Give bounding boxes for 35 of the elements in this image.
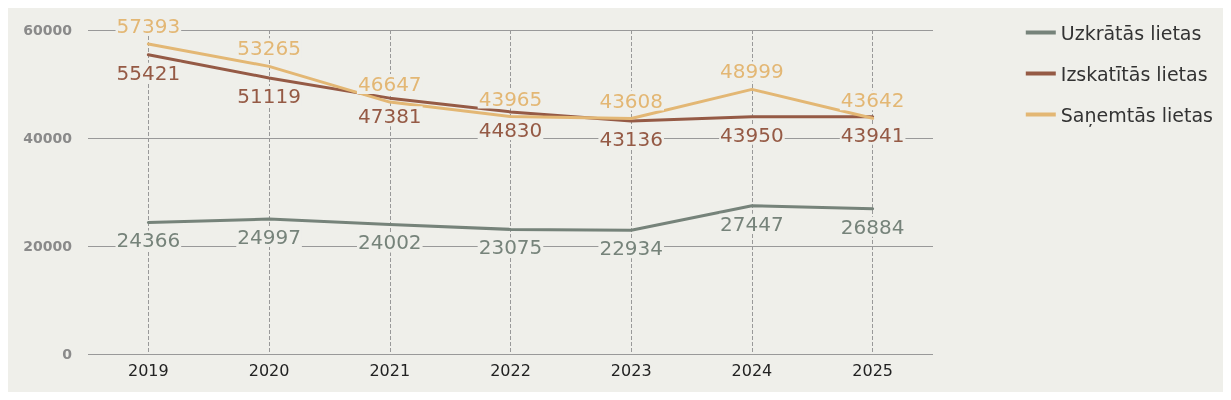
data-label: 23075 [478, 235, 543, 260]
legend-label: Izskatītās lietas [1060, 62, 1208, 85]
data-label: 43642 [840, 88, 905, 113]
data-label: 46647 [357, 72, 422, 97]
data-label: 24002 [357, 230, 422, 255]
y-tick-label: 40000 [23, 130, 73, 146]
data-label: 47381 [357, 104, 422, 129]
x-tick-label: 2023 [610, 360, 652, 380]
data-label: 43941 [840, 122, 905, 147]
legend-label: Saņemtās lietas [1060, 103, 1214, 127]
data-label: 43950 [720, 122, 784, 147]
x-tick-label: 2019 [128, 360, 169, 380]
data-label: 27447 [720, 211, 784, 236]
data-label: 48999 [720, 59, 784, 84]
data-label: 57393 [116, 14, 181, 39]
data-label: 22934 [599, 236, 664, 261]
y-tick-label: 20000 [23, 238, 73, 254]
y-tick-label: 60000 [23, 22, 73, 38]
legend-label: Uzkrātās lietas [1060, 21, 1202, 44]
data-label: 51119 [237, 83, 301, 108]
x-tick-label: 2022 [490, 360, 531, 380]
x-tick-label: 2025 [852, 360, 893, 380]
data-label: 24366 [116, 228, 181, 253]
data-label: 53265 [237, 36, 301, 61]
data-label: 43965 [478, 86, 543, 111]
data-label: 24997 [237, 225, 301, 250]
data-label: 55421 [116, 60, 181, 85]
data-label: 44830 [478, 117, 543, 142]
y-tick-label: 0 [62, 346, 73, 362]
x-tick-label: 2024 [731, 360, 773, 380]
x-tick-label: 2021 [369, 360, 411, 380]
x-tick-label: 2020 [248, 360, 290, 380]
data-label: 43608 [599, 88, 664, 113]
data-label: 43136 [599, 127, 664, 152]
data-label: 26884 [840, 214, 905, 239]
